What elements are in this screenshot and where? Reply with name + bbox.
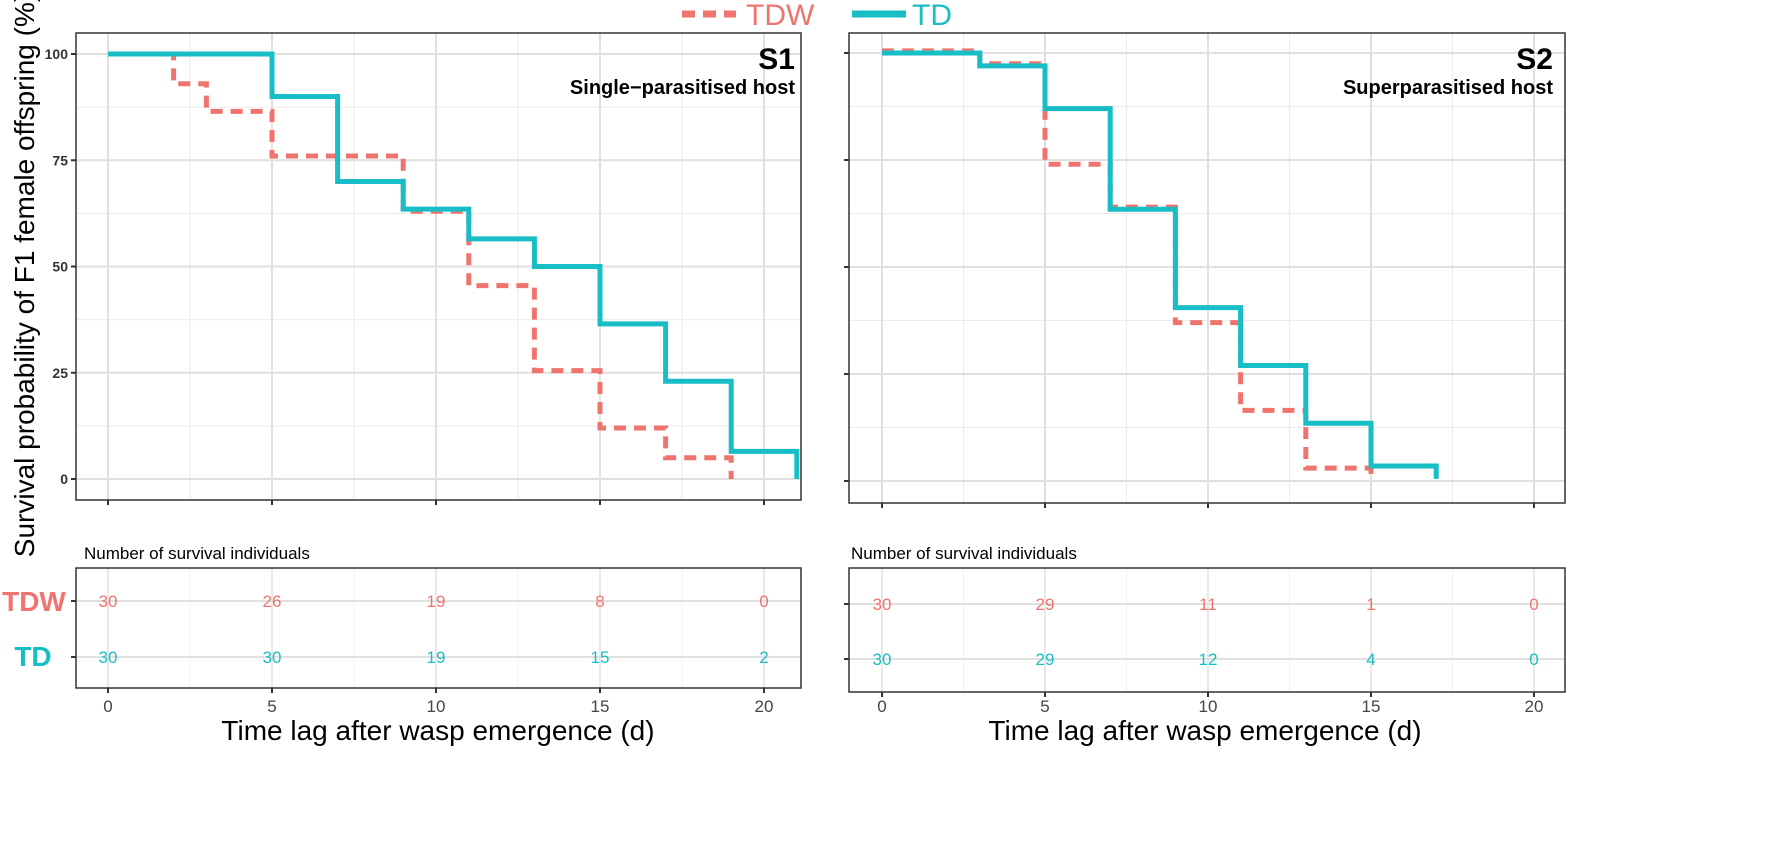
x-tick-label: 0 [103, 697, 112, 716]
series-line-tdw [108, 51, 734, 479]
risk-value-td: 0 [1529, 650, 1538, 669]
x-axis-title-s2: Time lag after wasp emergence (d) [988, 715, 1421, 746]
risk-value-tdw: 26 [263, 592, 282, 611]
x-tick-label: 20 [1525, 697, 1544, 716]
plot-border [848, 32, 1566, 504]
risk-value-td: 30 [263, 648, 282, 667]
series-line-td [108, 51, 800, 479]
y-tick-label: 0 [60, 471, 68, 487]
risk-value-td: 2 [759, 648, 768, 667]
risk-value-tdw: 0 [1529, 595, 1538, 614]
risk-value-td: 19 [427, 648, 446, 667]
x-tick-label: 20 [755, 697, 774, 716]
x-tick-label: 5 [1040, 697, 1049, 716]
x-axis-title-s1: Time lag after wasp emergence (d) [221, 715, 654, 746]
risk-value-td: 15 [591, 648, 610, 667]
risk-table-title-s1: Number of survival individuals [84, 544, 310, 563]
x-tick-label: 5 [267, 697, 276, 716]
risk-value-tdw: 8 [595, 592, 604, 611]
panel-title: S2 [1516, 43, 1553, 76]
y-axis-title: Survival probability of F1 female offspr… [9, 0, 40, 557]
x-tick-label: 10 [427, 697, 446, 716]
panel-title: S1 [758, 43, 795, 76]
y-tick-label: 75 [52, 152, 68, 168]
risk-value-td: 4 [1366, 650, 1375, 669]
plot-border [75, 32, 802, 501]
risk-value-tdw: 29 [1036, 595, 1055, 614]
gridlines [76, 33, 801, 500]
risk-table-border [75, 567, 802, 689]
legend: TDW TD [682, 0, 952, 32]
x-tick-label: 15 [591, 697, 610, 716]
risk-value-td: 29 [1036, 650, 1055, 669]
risk-row-label-tdw: TDW [2, 586, 66, 617]
risk-value-tdw: 1 [1366, 595, 1375, 614]
risk-value-tdw: 30 [873, 595, 892, 614]
risk-table-title-s2: Number of survival individuals [851, 544, 1077, 563]
series-line-td [882, 50, 1439, 479]
legend-label-td: TD [912, 0, 952, 32]
panel-subtitle: Superparasitised host [1343, 77, 1553, 99]
risk-row-label-td: TD [14, 641, 51, 672]
risk-value-tdw: 0 [759, 592, 768, 611]
risk-value-tdw: 11 [1199, 595, 1217, 614]
risk-value-tdw: 30 [99, 592, 118, 611]
risk-value-tdw: 19 [427, 592, 446, 611]
risk-value-td: 30 [99, 648, 118, 667]
x-tick-label: 0 [877, 697, 886, 716]
risk-value-td: 30 [873, 650, 892, 669]
legend-label-tdw: TDW [746, 0, 815, 32]
x-tick-label: 10 [1199, 697, 1218, 716]
panel-subtitle: Single−parasitised host [570, 77, 795, 99]
y-tick-label: 25 [52, 365, 68, 381]
y-tick-label: 50 [52, 259, 68, 275]
y-tick-label: 100 [45, 46, 69, 62]
risk-value-td: 12 [1199, 650, 1218, 669]
risk-table-background [76, 568, 801, 688]
x-tick-label: 15 [1362, 697, 1381, 716]
